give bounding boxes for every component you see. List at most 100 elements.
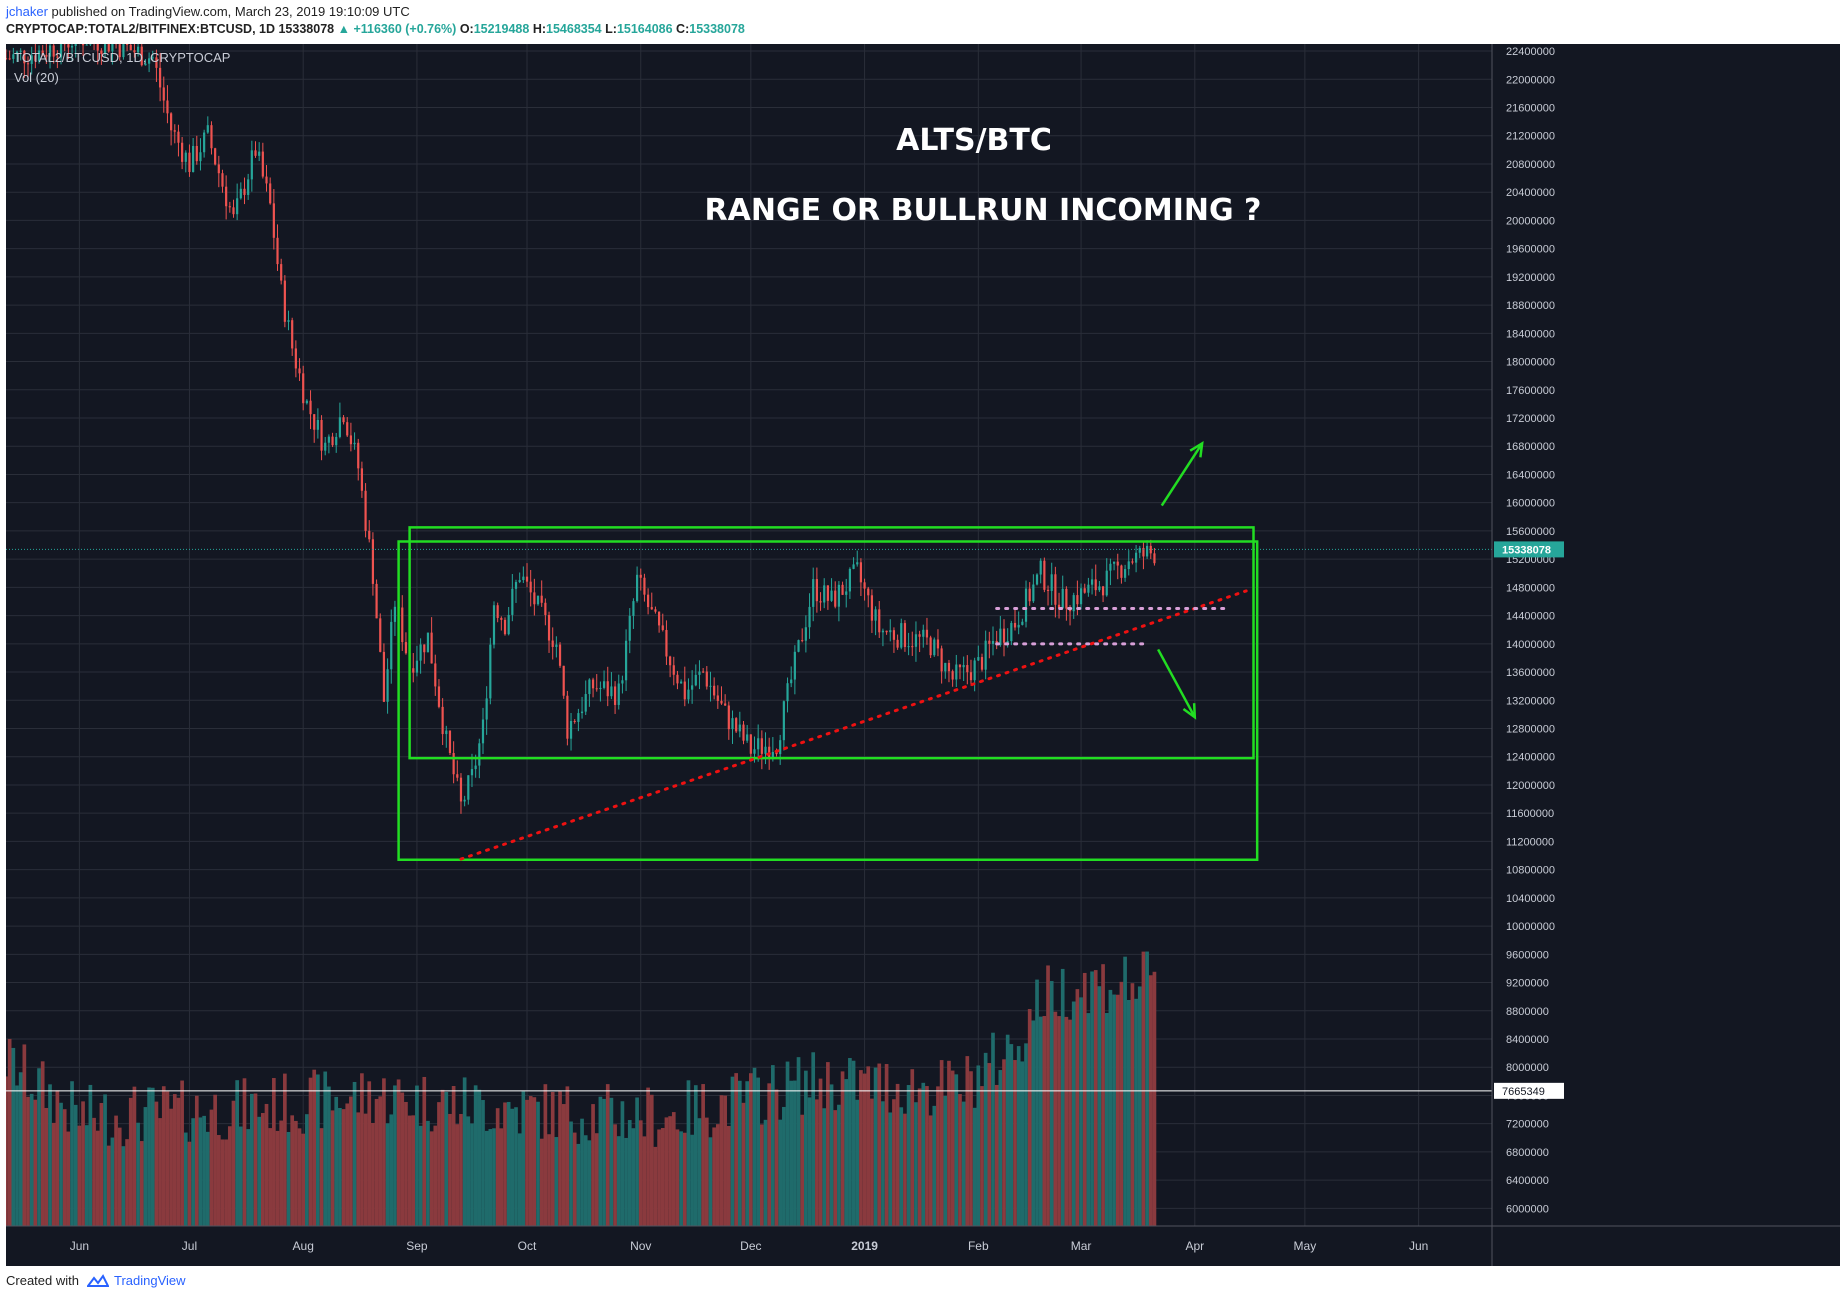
volume-bar (220, 1139, 225, 1226)
candle-body (947, 662, 951, 672)
volume-bar (1031, 1020, 1036, 1226)
candle-body (624, 640, 628, 681)
candle-body (665, 629, 668, 657)
annotation-title[interactable]: ALTS/BTC (896, 123, 1052, 158)
candle-body (45, 55, 48, 57)
volume-bar (341, 1109, 346, 1226)
candle-body (984, 640, 987, 670)
volume-bar (715, 1124, 720, 1226)
price-chart[interactable]: 22400000 22000000 21600000 21200000 20800000… (6, 44, 1840, 1266)
volume-bar (859, 1070, 863, 1226)
tradingview-logo-icon (86, 1274, 109, 1287)
candle-body (1149, 545, 1152, 554)
candle-body (536, 595, 540, 605)
annotation-subtitle[interactable]: RANGE OR BULLRUN INCOMING ? (705, 193, 1262, 228)
volume-bar (1101, 964, 1105, 1226)
volume-bar (264, 1103, 269, 1226)
candle-body (364, 490, 367, 531)
candle-body (393, 606, 397, 622)
time-axis[interactable]: Jun Jul Aug Sep Oct Nov Dec 2019 Feb Mar Apr May Jun (6, 1225, 1840, 1253)
candle-body (933, 639, 936, 656)
volume-bar (444, 1091, 449, 1226)
volume-bar (334, 1096, 339, 1226)
candle-body (1116, 561, 1119, 566)
close-value: 15338078 (689, 22, 745, 36)
volume-bar (440, 1089, 445, 1226)
volume-bar (1013, 1060, 1017, 1226)
volume-bar (605, 1084, 610, 1226)
volume-bar (804, 1070, 808, 1226)
up-triangle-icon: ▲ (337, 22, 350, 36)
candle-body (118, 44, 121, 58)
volume-bar (51, 1122, 56, 1226)
volume-bar (327, 1086, 331, 1226)
candle-body (236, 198, 239, 215)
candle-body (749, 734, 752, 754)
candle-body (944, 662, 947, 672)
last-price-label-bg (1494, 541, 1564, 558)
candle-body (162, 87, 165, 101)
low-value: 15164086 (616, 22, 673, 36)
candle-body (885, 630, 888, 633)
candle-body (1017, 624, 1020, 628)
arrow-up-icon-shaft (1160, 442, 1204, 507)
price-tick-label: 21600000 (1506, 103, 1555, 115)
tradingview-link[interactable]: TradingView (114, 1273, 186, 1288)
candle-body (687, 689, 690, 700)
volume-bar (1071, 1001, 1076, 1226)
volume-bar (774, 1089, 779, 1226)
candle-body (232, 207, 235, 215)
volume-bar (822, 1108, 827, 1226)
candle-body (1072, 595, 1075, 612)
price-axis[interactable]: 22400000 22000000 21600000 21200000 20800000… (1491, 44, 1840, 1266)
volume-bar (1016, 1046, 1021, 1226)
volume-bar (815, 1099, 819, 1226)
volume-bar (745, 1081, 749, 1226)
volume-bar (837, 1104, 841, 1226)
candle-body (694, 674, 697, 686)
volume-bar (70, 1081, 74, 1226)
volume-bar (800, 1114, 805, 1226)
candle-body (705, 671, 708, 687)
open-label: O: (459, 22, 474, 36)
volume-bar (470, 1123, 474, 1226)
candle-body (401, 607, 404, 643)
volume-bar (895, 1083, 900, 1226)
volume-bar (1024, 1043, 1028, 1226)
range-box-inner (408, 526, 1255, 760)
candle-body (852, 564, 855, 569)
chart-area[interactable]: 22400000 22000000 21600000 21200000 20800000… (6, 44, 1840, 1266)
price-tick-label: 19200000 (1506, 272, 1555, 284)
volume-bar (609, 1097, 614, 1226)
author-link[interactable]: jchaker (6, 4, 48, 19)
volume-bar (22, 1044, 27, 1226)
volume-bar (1038, 1016, 1043, 1226)
candle-body (966, 665, 969, 673)
volume-bar (965, 1056, 970, 1226)
volume-legend: Vol (20) (14, 70, 59, 85)
candle-body (525, 576, 529, 582)
volume-bar (73, 1104, 78, 1226)
volume-bar (778, 1119, 783, 1226)
volume-bar (657, 1129, 661, 1226)
volume-bar (172, 1094, 177, 1226)
candle-body (1065, 588, 1068, 609)
volume-bar (261, 1113, 265, 1226)
candle-body (815, 579, 818, 602)
candle-body (746, 734, 749, 741)
volume-bar (1064, 1016, 1069, 1226)
low-label: L: (605, 22, 617, 36)
price-tick-label: 12800000 (1506, 724, 1555, 736)
volume-bar (1097, 986, 1102, 1226)
volume-bar (385, 1123, 390, 1226)
volume-bar (503, 1102, 507, 1226)
volume-bar (367, 1081, 372, 1226)
candle-body (511, 588, 514, 615)
candle-body (702, 671, 705, 673)
candle-body (412, 668, 415, 673)
candle-body (1138, 547, 1141, 553)
candle-body (878, 609, 881, 633)
candle-body (922, 629, 925, 637)
price-tick-label: 11200000 (1506, 836, 1554, 848)
candle-body (650, 607, 653, 610)
